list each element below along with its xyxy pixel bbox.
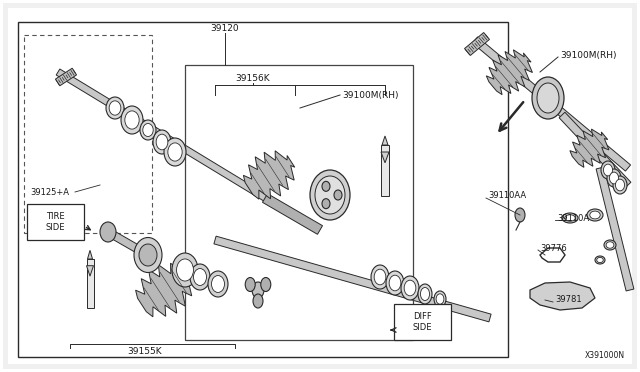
- Ellipse shape: [143, 124, 153, 137]
- Ellipse shape: [168, 143, 182, 161]
- Text: 39110AA: 39110AA: [488, 190, 526, 199]
- Polygon shape: [88, 250, 93, 259]
- Ellipse shape: [371, 265, 389, 289]
- Ellipse shape: [140, 120, 156, 140]
- Ellipse shape: [100, 222, 116, 242]
- Ellipse shape: [436, 294, 444, 304]
- Polygon shape: [136, 263, 193, 317]
- Ellipse shape: [260, 278, 271, 292]
- Ellipse shape: [322, 181, 330, 191]
- Ellipse shape: [211, 276, 225, 292]
- Ellipse shape: [537, 83, 559, 113]
- Polygon shape: [465, 32, 490, 55]
- Ellipse shape: [601, 161, 615, 179]
- Text: 39776: 39776: [540, 244, 567, 253]
- Ellipse shape: [420, 288, 429, 301]
- Text: X391000N: X391000N: [585, 351, 625, 360]
- Ellipse shape: [609, 172, 618, 184]
- Bar: [24, 35, 152, 233]
- Text: 39100M(RH): 39100M(RH): [560, 51, 616, 60]
- Ellipse shape: [389, 275, 401, 291]
- Ellipse shape: [177, 259, 193, 281]
- Text: 39156K: 39156K: [236, 74, 270, 83]
- Text: 39120: 39120: [211, 23, 239, 32]
- Ellipse shape: [613, 176, 627, 194]
- Ellipse shape: [515, 208, 525, 222]
- Polygon shape: [486, 50, 532, 95]
- Ellipse shape: [245, 278, 255, 292]
- Polygon shape: [243, 151, 295, 199]
- Text: 39110A: 39110A: [557, 214, 589, 222]
- Polygon shape: [530, 282, 595, 310]
- Ellipse shape: [253, 294, 263, 308]
- Ellipse shape: [604, 164, 612, 176]
- Ellipse shape: [564, 215, 575, 221]
- Bar: [185, 65, 413, 340]
- Text: 39781: 39781: [555, 295, 582, 305]
- FancyBboxPatch shape: [27, 204, 84, 240]
- Bar: [18, 22, 508, 357]
- Polygon shape: [106, 228, 150, 259]
- Polygon shape: [262, 194, 323, 234]
- Ellipse shape: [532, 77, 564, 119]
- Ellipse shape: [164, 138, 186, 166]
- Ellipse shape: [401, 276, 419, 300]
- Bar: [86, 259, 93, 308]
- Ellipse shape: [310, 170, 350, 220]
- Polygon shape: [559, 112, 631, 188]
- Polygon shape: [381, 152, 389, 163]
- Ellipse shape: [562, 213, 578, 223]
- Ellipse shape: [607, 169, 621, 187]
- Ellipse shape: [616, 179, 625, 191]
- Text: 39100M(RH): 39100M(RH): [342, 90, 399, 99]
- Ellipse shape: [606, 242, 614, 248]
- Ellipse shape: [109, 101, 121, 115]
- Ellipse shape: [139, 244, 157, 266]
- Polygon shape: [472, 37, 630, 171]
- Ellipse shape: [404, 280, 416, 296]
- Ellipse shape: [193, 269, 207, 285]
- Text: DIFF
SIDE: DIFF SIDE: [412, 312, 432, 332]
- Ellipse shape: [322, 199, 330, 209]
- Ellipse shape: [156, 134, 168, 150]
- Ellipse shape: [153, 130, 171, 154]
- Ellipse shape: [252, 282, 264, 298]
- Ellipse shape: [121, 106, 143, 134]
- Ellipse shape: [434, 291, 446, 307]
- Ellipse shape: [604, 240, 616, 250]
- Ellipse shape: [134, 237, 162, 273]
- Polygon shape: [596, 167, 634, 291]
- Ellipse shape: [595, 256, 605, 264]
- Ellipse shape: [590, 211, 600, 219]
- Ellipse shape: [596, 257, 604, 263]
- Ellipse shape: [172, 253, 198, 287]
- Ellipse shape: [587, 209, 603, 221]
- Ellipse shape: [418, 284, 432, 304]
- Polygon shape: [570, 129, 609, 167]
- Polygon shape: [214, 236, 491, 322]
- Ellipse shape: [334, 190, 342, 200]
- Polygon shape: [56, 68, 77, 86]
- Ellipse shape: [386, 271, 404, 295]
- Ellipse shape: [190, 264, 210, 290]
- Polygon shape: [382, 136, 388, 145]
- Polygon shape: [56, 69, 312, 228]
- Ellipse shape: [315, 176, 345, 214]
- Ellipse shape: [125, 111, 139, 129]
- Ellipse shape: [208, 271, 228, 297]
- Text: 39155K: 39155K: [128, 347, 163, 356]
- Bar: [381, 145, 389, 196]
- Text: 39125+A: 39125+A: [30, 187, 69, 196]
- Text: TIRE
SIDE: TIRE SIDE: [45, 212, 65, 232]
- Ellipse shape: [374, 269, 386, 285]
- FancyBboxPatch shape: [394, 304, 451, 340]
- Ellipse shape: [106, 97, 124, 119]
- Polygon shape: [86, 266, 93, 276]
